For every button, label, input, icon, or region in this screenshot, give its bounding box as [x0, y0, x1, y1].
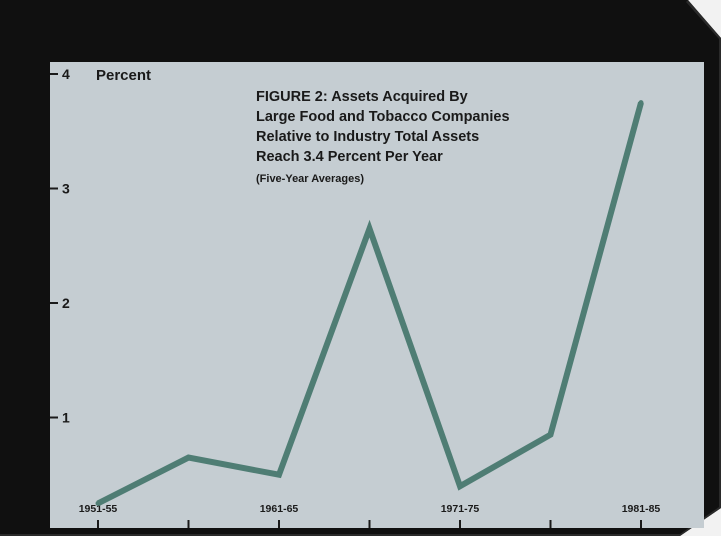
- x-axis: 1951-55 1961-65 1971-75 1981-85: [79, 503, 661, 528]
- x-tick-label-1971-75: 1971-75: [441, 503, 480, 515]
- y-axis: 1 2 3 4: [50, 66, 70, 426]
- plot-background: [50, 62, 704, 528]
- y-tick-label-4: 4: [62, 66, 70, 82]
- data-point-1956-60: [186, 455, 191, 461]
- x-tick-label-1961-65: 1961-65: [260, 503, 299, 515]
- y-tick-label-1: 1: [62, 410, 70, 426]
- title-line-3: Relative to Industry Total Assets: [256, 129, 479, 145]
- y-tick-label-2: 2: [62, 295, 70, 311]
- title-line-1: FIGURE 2: Assets Acquired By: [256, 89, 468, 105]
- series-group: [95, 100, 644, 507]
- chart-title: FIGURE 2: Assets Acquired By Large Food …: [256, 89, 510, 185]
- data-point-1966-70: [367, 226, 372, 232]
- y-axis-label: Percent: [96, 67, 151, 84]
- data-point-1981-85: [638, 100, 644, 106]
- title-line-4: Reach 3.4 Percent Per Year: [256, 149, 443, 165]
- data-point-1976-80: [548, 432, 553, 438]
- data-point-1971-75: [457, 483, 463, 489]
- data-point-1951-55: [95, 500, 101, 506]
- y-tick-label-3: 3: [62, 181, 70, 197]
- data-point-1961-65: [276, 472, 282, 478]
- x-tick-label-1951-55: 1951-55: [79, 503, 118, 515]
- title-line-2: Large Food and Tobacco Companies: [256, 109, 510, 125]
- x-tick-label-1981-85: 1981-85: [622, 503, 661, 515]
- chart-subtitle: (Five-Year Averages): [256, 173, 364, 185]
